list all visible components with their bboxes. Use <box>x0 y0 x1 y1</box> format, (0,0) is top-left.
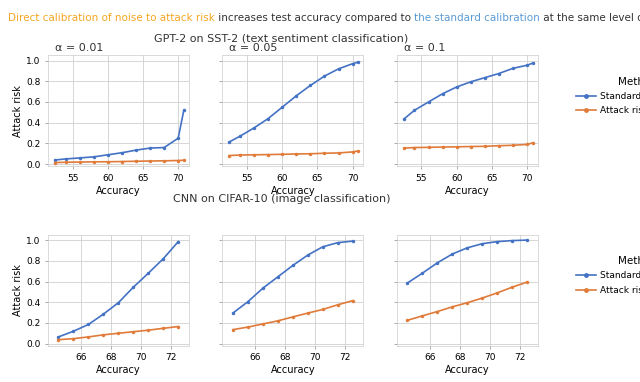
Legend: Standard calibration, Attack risk calibration: Standard calibration, Attack risk calibr… <box>576 256 640 295</box>
Y-axis label: Attack risk: Attack risk <box>13 85 23 137</box>
Text: the standard calibration: the standard calibration <box>414 13 540 23</box>
X-axis label: Accuracy: Accuracy <box>96 365 141 375</box>
Text: Direct calibration of noise to attack risk: Direct calibration of noise to attack ri… <box>8 13 214 23</box>
X-axis label: Accuracy: Accuracy <box>271 186 315 196</box>
X-axis label: Accuracy: Accuracy <box>96 186 141 196</box>
Text: CNN on CIFAR-10 (image classification): CNN on CIFAR-10 (image classification) <box>173 194 390 204</box>
Y-axis label: Attack risk: Attack risk <box>13 264 23 316</box>
Text: α = 0.1: α = 0.1 <box>404 43 445 53</box>
Legend: Standard calibration, Attack risk calibration: Standard calibration, Attack risk calibr… <box>576 76 640 115</box>
X-axis label: Accuracy: Accuracy <box>445 186 490 196</box>
Text: α = 0.01: α = 0.01 <box>55 43 104 53</box>
X-axis label: Accuracy: Accuracy <box>445 365 490 375</box>
Text: α = 0.05: α = 0.05 <box>230 43 278 53</box>
X-axis label: Accuracy: Accuracy <box>271 365 315 375</box>
Text: at the same level of risk:: at the same level of risk: <box>540 13 640 23</box>
Text: GPT-2 on SST-2 (text sentiment classification): GPT-2 on SST-2 (text sentiment classific… <box>154 34 409 44</box>
Text: increases test accuracy compared to: increases test accuracy compared to <box>214 13 414 23</box>
